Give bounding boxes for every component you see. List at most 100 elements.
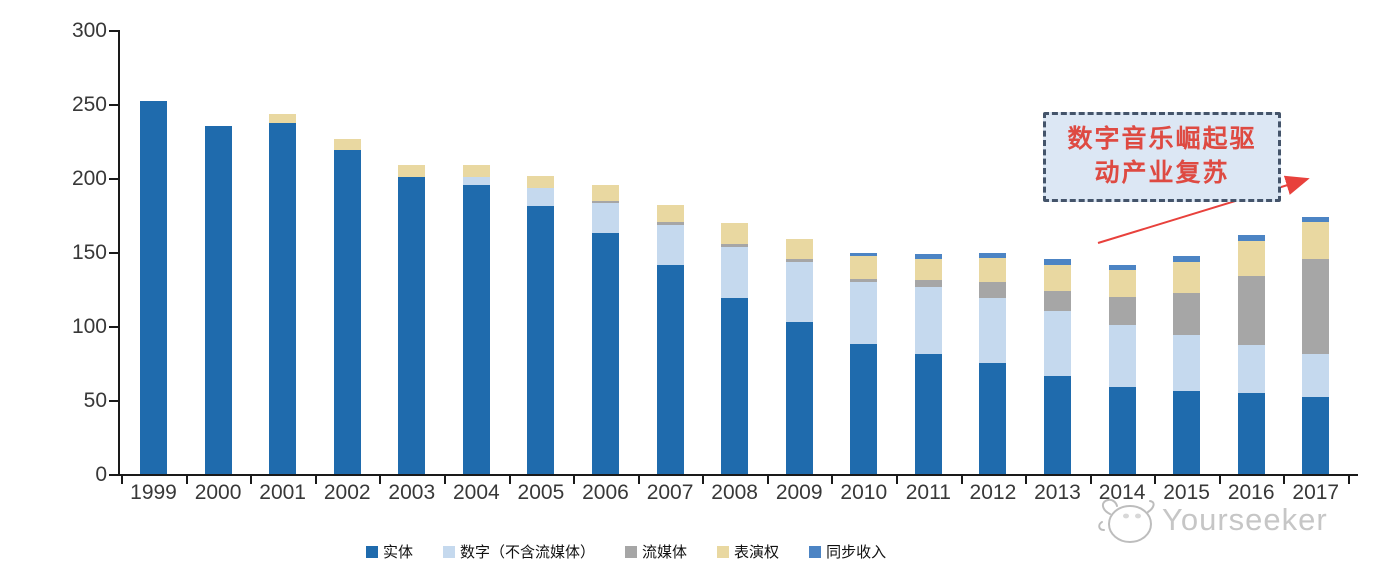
bar-segment-实体 [850,343,878,474]
bar-segment-流媒体 [914,280,942,287]
x-axis-tick-label: 2012 [969,481,1017,504]
bar-segment-流媒体 [1237,276,1265,346]
legend-label: 实体 [383,545,414,561]
bar-segment-同步收入 [1043,259,1071,265]
y-axis-tick [109,178,118,180]
bar-segment-实体 [914,354,942,474]
x-axis-tick [444,476,447,484]
y-axis-tick [109,474,118,476]
bar-segment-表演权 [1302,222,1330,260]
x-axis-tick [766,476,769,484]
x-axis-tick-label: 2007 [646,481,694,504]
x-axis-tick [831,476,834,484]
x-axis-tick-label: 2004 [452,481,500,504]
bar-segment-数字（不含流媒体） [850,282,878,344]
bar-segment-表演权 [914,258,942,281]
x-axis-tick [1025,476,1028,484]
legend-swatch-icon [809,545,822,558]
x-axis-tick-label: 2005 [517,481,565,504]
bar-segment-同步收入 [1237,234,1265,241]
legend-item: 实体 [366,541,413,562]
x-axis-line [118,474,1358,476]
bar-segment-流媒体 [785,258,813,263]
y-axis-tick [109,326,118,328]
bar-segment-流媒体 [1108,297,1136,326]
bar-segment-实体 [591,232,619,474]
bar-segment-表演权 [398,164,426,177]
bar-segment-数字（不含流媒体） [721,246,749,298]
bar-segment-表演权 [979,257,1007,283]
bar-segment-数字（不含流媒体） [979,297,1007,363]
legend-item: 流媒体 [625,541,687,562]
bar-segment-表演权 [591,184,619,201]
legend-label: 表演权 [734,545,780,561]
legend-item: 数字（不含流媒体） [443,541,595,562]
x-axis-tick [250,476,253,484]
x-axis-tick [508,476,511,484]
bar-segment-表演权 [850,256,878,279]
bar-segment-流媒体 [721,243,749,247]
legend-item: 同步收入 [809,541,886,562]
bar-segment-实体 [333,149,361,474]
x-axis-tick-label: 2002 [323,481,371,504]
watermark-text: Yourseeker [1162,502,1328,537]
x-axis-tick [1348,476,1351,484]
bar-segment-数字（不含流媒体） [656,224,684,266]
bar-segment-表演权 [1173,261,1201,294]
bar-segment-数字（不含流媒体） [527,187,555,207]
bar-segment-同步收入 [1108,264,1136,270]
x-axis-tick-label: 2008 [711,481,758,504]
legend-swatch-icon [625,545,638,558]
bar-segment-表演权 [527,175,555,188]
bar-segment-表演权 [656,204,684,223]
x-axis-tick [637,476,640,484]
x-axis-tick [314,476,317,484]
bar-segment-数字（不含流媒体） [785,262,813,322]
yourseeker-logo-icon [1098,498,1155,543]
annotation-text-line2: 动产业复苏 [1094,160,1230,187]
bar-segment-表演权 [1108,269,1136,298]
bar-segment-实体 [721,297,749,474]
bar-segment-数字（不含流媒体） [591,203,619,233]
x-axis-tick [379,476,382,484]
bar-segment-数字（不含流媒体） [1108,325,1136,387]
bar-segment-实体 [398,176,426,474]
bar-segment-表演权 [333,138,361,150]
x-axis-tick [896,476,899,484]
bar-segment-同步收入 [914,254,942,259]
bar-segment-实体 [1237,392,1265,474]
bar-segment-流媒体 [1302,259,1330,355]
bar-segment-表演权 [1043,264,1071,292]
y-axis-tick-label: 150 [71,241,107,264]
legend-swatch-icon [366,545,378,558]
legend-label: 流媒体 [642,545,688,561]
x-axis-tick-label: 1999 [130,481,177,504]
bar-segment-实体 [1108,386,1136,474]
bar-segment-表演权 [462,165,490,178]
y-axis-tick-label: 200 [71,167,107,190]
bar-segment-流媒体 [1043,291,1071,312]
bar-segment-实体 [785,321,813,474]
annotation-callout: 数字音乐崛起驱 动产业复苏 [1043,112,1281,202]
x-axis-tick-label: 2016 [1227,481,1275,504]
bar-segment-实体 [462,185,490,474]
y-axis-tick [109,252,118,254]
bar-segment-实体 [1302,397,1330,474]
y-axis-tick-label: 100 [71,315,107,338]
y-axis-tick-label: 250 [71,93,107,116]
x-axis-tick-label: 2003 [388,481,436,504]
x-axis-tick-label: 2013 [1034,481,1081,504]
y-axis-line [118,30,120,476]
x-axis-tick [702,476,705,484]
x-axis-tick-label: 2009 [775,481,823,504]
bar-segment-实体 [204,126,232,474]
legend-swatch-icon [717,545,730,558]
bar-segment-实体 [1173,391,1201,474]
bar-segment-同步收入 [1173,255,1201,262]
bar-segment-实体 [1043,376,1071,474]
bar-segment-数字（不含流媒体） [1237,345,1265,393]
x-axis-tick [121,476,124,484]
bar-segment-流媒体 [850,278,878,283]
x-axis-tick-label: 2000 [194,481,242,504]
